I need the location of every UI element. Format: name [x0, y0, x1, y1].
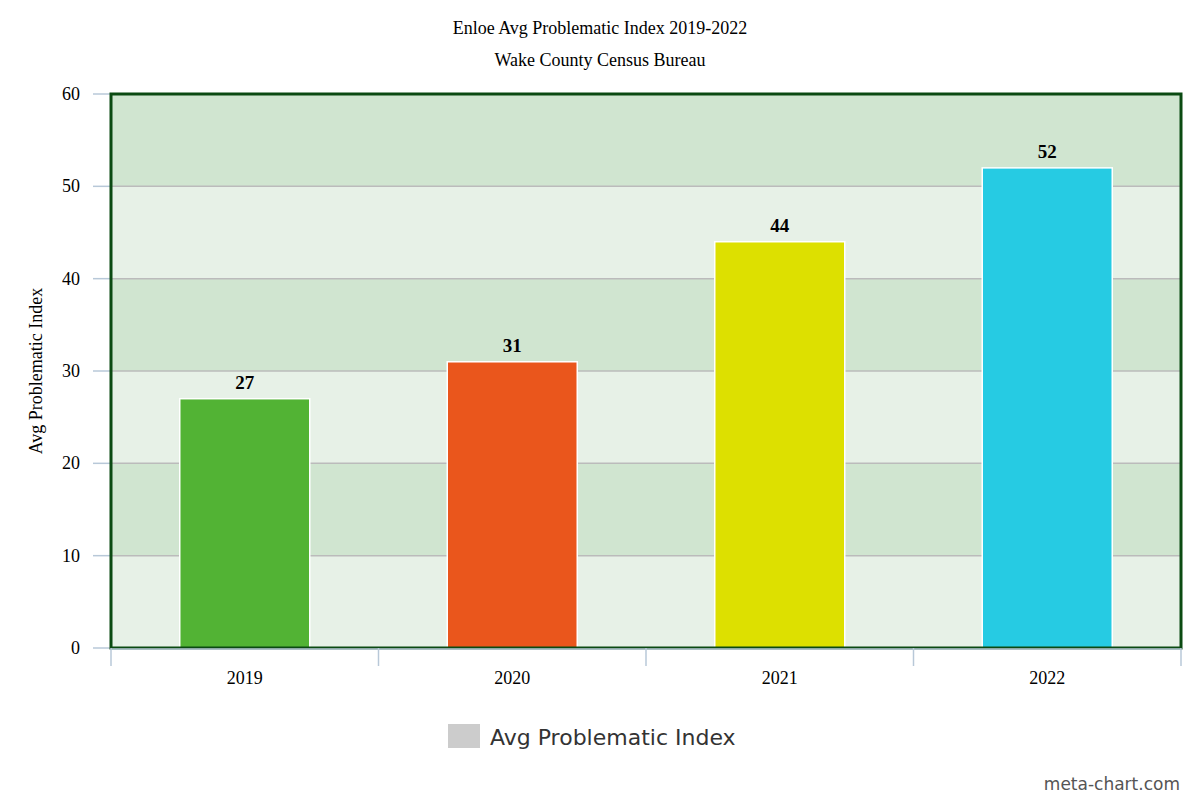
plot-frame — [111, 94, 1181, 648]
x-tick-label: 2019 — [227, 668, 263, 688]
y-tick — [93, 370, 111, 372]
data-labels: 27 31 44 52 — [235, 141, 1057, 393]
y-tick — [93, 647, 111, 649]
x-tick-label: 2020 — [494, 668, 530, 688]
title: Enloe Avg Problematic Index 2019-2022 — [453, 18, 748, 38]
y-tick — [93, 555, 111, 557]
bar — [447, 362, 577, 648]
y-axis: 0 10 20 30 40 50 60 — [62, 84, 1181, 658]
y-axis-label: Avg Problematic Index — [26, 288, 46, 455]
x-tick — [378, 648, 380, 666]
data-label: 44 — [770, 215, 790, 236]
data-label: 27 — [235, 372, 255, 393]
data-label: 31 — [503, 335, 522, 356]
chart-root: Enloe Avg Problematic Index 2019-2022 Wak… — [0, 0, 1200, 800]
bar — [715, 242, 845, 648]
x-tick — [913, 648, 915, 666]
y-tick-label: 50 — [62, 176, 80, 196]
y-tick-label: 60 — [62, 84, 80, 104]
y-tick-label: 20 — [62, 453, 80, 473]
data-label: 52 — [1038, 141, 1057, 162]
y-tick — [93, 186, 111, 188]
bars — [180, 168, 1113, 648]
y-tick — [93, 93, 111, 95]
y-tick — [93, 463, 111, 465]
subtitle: Wake County Census Bureau — [494, 50, 705, 70]
x-tick — [110, 648, 112, 666]
x-tick — [645, 648, 647, 666]
plot-background — [111, 94, 1181, 648]
legend-label: Avg Problematic Index — [490, 725, 736, 750]
y-tick-label: 40 — [62, 269, 80, 289]
x-tick — [1180, 648, 1182, 666]
x-axis: 2019 2020 2021 2022 — [111, 648, 1181, 688]
legend-swatch — [448, 724, 480, 748]
y-tick-label: 10 — [62, 546, 80, 566]
bar — [180, 399, 310, 648]
chart: Enloe Avg Problematic Index 2019-2022 Wak… — [0, 0, 1200, 800]
x-tick-label: 2022 — [1029, 668, 1065, 688]
annotation: meta-chart.com — [1044, 774, 1180, 794]
legend: Avg Problematic Index — [448, 724, 736, 750]
y-tick — [93, 278, 111, 280]
x-tick-label: 2021 — [762, 668, 798, 688]
y-tick-label: 0 — [71, 638, 80, 658]
y-tick-label: 30 — [62, 361, 80, 381]
bar — [982, 168, 1112, 648]
